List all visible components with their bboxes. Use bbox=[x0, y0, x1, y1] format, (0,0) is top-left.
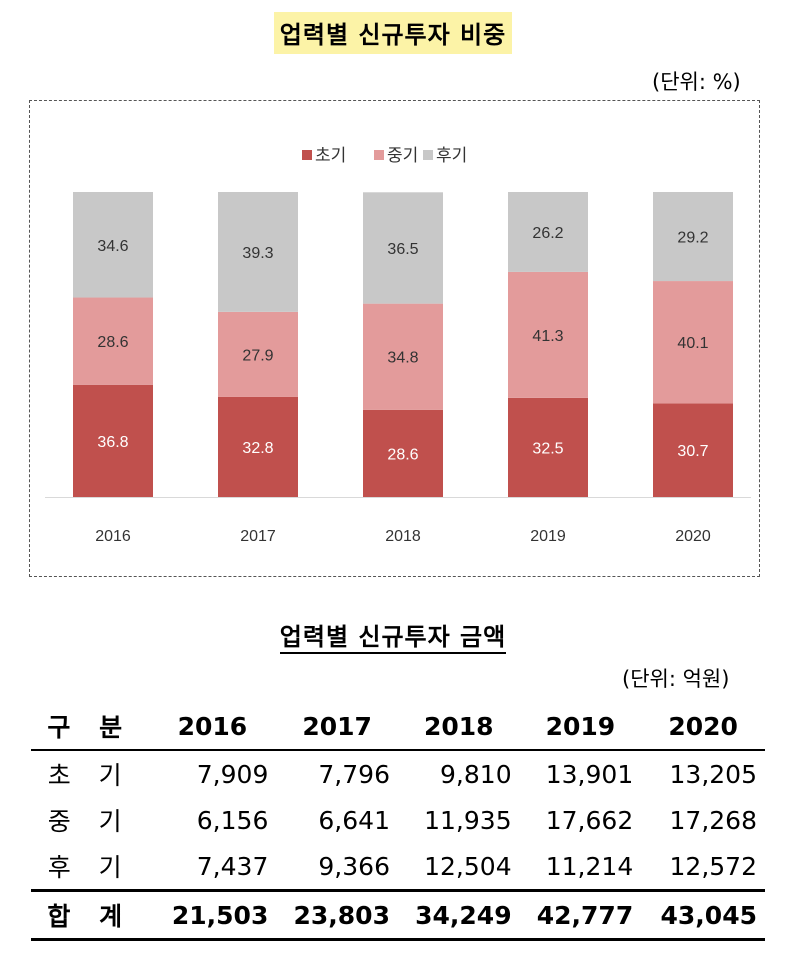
header-category: 구 분 bbox=[47, 713, 133, 742]
data-label: 28.6 bbox=[97, 334, 128, 351]
legend-label: 중기 bbox=[387, 146, 418, 166]
table-cell: 7,796 bbox=[318, 759, 390, 789]
header-2016: 2016 bbox=[177, 711, 248, 741]
data-label: 34.6 bbox=[97, 238, 128, 255]
row-label: 중 기 bbox=[47, 807, 132, 836]
table-row-total: 합 계 21,503 23,803 34,249 42,777 43,045 bbox=[31, 890, 765, 940]
row-label: 초 기 bbox=[47, 761, 132, 790]
table-cell: 17,662 bbox=[545, 805, 634, 835]
bar-segment bbox=[218, 396, 298, 497]
data-label: 27.9 bbox=[242, 347, 273, 364]
bar-segment bbox=[218, 192, 298, 312]
table-cell: 7,437 bbox=[196, 851, 269, 881]
row-label: 후 기 bbox=[47, 853, 132, 882]
bar-segment bbox=[653, 192, 733, 282]
bar-segment bbox=[73, 297, 153, 385]
x-tick-label: 2019 bbox=[530, 528, 566, 545]
header-2017: 2017 bbox=[302, 711, 372, 741]
data-label: 36.5 bbox=[387, 241, 418, 258]
data-label: 39.3 bbox=[242, 245, 273, 262]
bar-segment bbox=[363, 192, 443, 304]
table-header-row: 구 분 2016 2017 2018 2019 2020 bbox=[31, 703, 765, 750]
bar-segment bbox=[363, 409, 443, 497]
table-cell: 9,810 bbox=[440, 759, 512, 789]
table-cell: 11,935 bbox=[424, 805, 512, 835]
bar-segment bbox=[363, 303, 443, 410]
table-cell: 6,156 bbox=[196, 805, 269, 835]
data-label: 41.3 bbox=[532, 328, 563, 345]
legend-swatch bbox=[374, 150, 384, 160]
x-tick-label: 2017 bbox=[240, 528, 276, 545]
x-tick-label: 2016 bbox=[95, 528, 131, 545]
data-label: 26.2 bbox=[532, 225, 563, 242]
data-label: 32.5 bbox=[532, 440, 563, 457]
legend-swatch bbox=[302, 150, 312, 160]
data-label: 34.8 bbox=[387, 350, 418, 367]
data-label: 32.8 bbox=[242, 440, 273, 457]
data-label: 36.8 bbox=[97, 434, 128, 451]
table-row-early: 초 기 7,909 7,796 9,810 13,901 13,205 bbox=[31, 750, 765, 797]
bar-segment bbox=[508, 397, 588, 497]
bar-segment bbox=[73, 192, 153, 298]
legend-label: 후기 bbox=[436, 146, 467, 166]
table-row-mid: 중 기 6,156 6,641 11,935 17,662 17,268 bbox=[31, 797, 765, 843]
bar-segment bbox=[508, 192, 588, 272]
bar-segment bbox=[653, 403, 733, 497]
table-unit: (단위: 억원) bbox=[622, 667, 730, 691]
data-label: 30.7 bbox=[677, 443, 708, 460]
x-tick-label: 2018 bbox=[385, 528, 421, 545]
table-cell: 34,249 bbox=[415, 900, 512, 930]
chart-title: 업력별 신규투자 비중 bbox=[0, 12, 786, 54]
header-2020: 2020 bbox=[668, 711, 738, 741]
bar-segment bbox=[218, 311, 298, 397]
bar-segment bbox=[508, 271, 588, 398]
bar-segment bbox=[73, 384, 153, 497]
table-cell: 9,366 bbox=[318, 851, 390, 881]
table-cell: 42,777 bbox=[536, 900, 634, 930]
table-cell: 6,641 bbox=[318, 805, 390, 835]
header-2018: 2018 bbox=[424, 711, 494, 741]
table-cell: 43,045 bbox=[660, 900, 757, 930]
table-cell: 11,214 bbox=[545, 851, 634, 881]
stacked-bar-chart: 36.8 28.6 34.6 2016 32.8 27.9 39.3 2017 28.6 34.8… bbox=[45, 146, 751, 545]
table-cell: 13,901 bbox=[545, 759, 634, 789]
legend-label: 초기 bbox=[315, 146, 346, 166]
table-cell: 13,205 bbox=[669, 759, 757, 789]
data-label: 29.2 bbox=[677, 230, 708, 247]
investment-table: 구 분 2016 2017 2018 2019 2020 초 기 7,909 7… bbox=[31, 703, 765, 941]
table-cell: 7,909 bbox=[196, 759, 269, 789]
bar-segment bbox=[653, 281, 733, 404]
chart-area: 36.8 28.6 34.6 2016 32.8 27.9 39.3 2017 28.6 34.8… bbox=[29, 100, 760, 577]
header-2019: 2019 bbox=[545, 711, 616, 741]
x-tick-label: 2020 bbox=[675, 528, 711, 545]
data-label: 28.6 bbox=[387, 446, 418, 463]
table-cell: 21,503 bbox=[171, 900, 269, 930]
data-label: 40.1 bbox=[677, 335, 708, 352]
chart-unit: (단위: %) bbox=[652, 70, 741, 94]
table-title: 업력별 신규투자 금액 bbox=[0, 617, 786, 654]
table-row-late: 후 기 7,437 9,366 12,504 11,214 12,572 bbox=[31, 843, 765, 891]
table-cell: 23,803 bbox=[293, 900, 390, 930]
table-cell: 12,504 bbox=[424, 851, 512, 881]
table-cell: 12,572 bbox=[669, 851, 757, 881]
row-label: 합 계 bbox=[47, 902, 133, 931]
legend-swatch bbox=[423, 150, 433, 160]
table-cell: 17,268 bbox=[669, 805, 757, 835]
